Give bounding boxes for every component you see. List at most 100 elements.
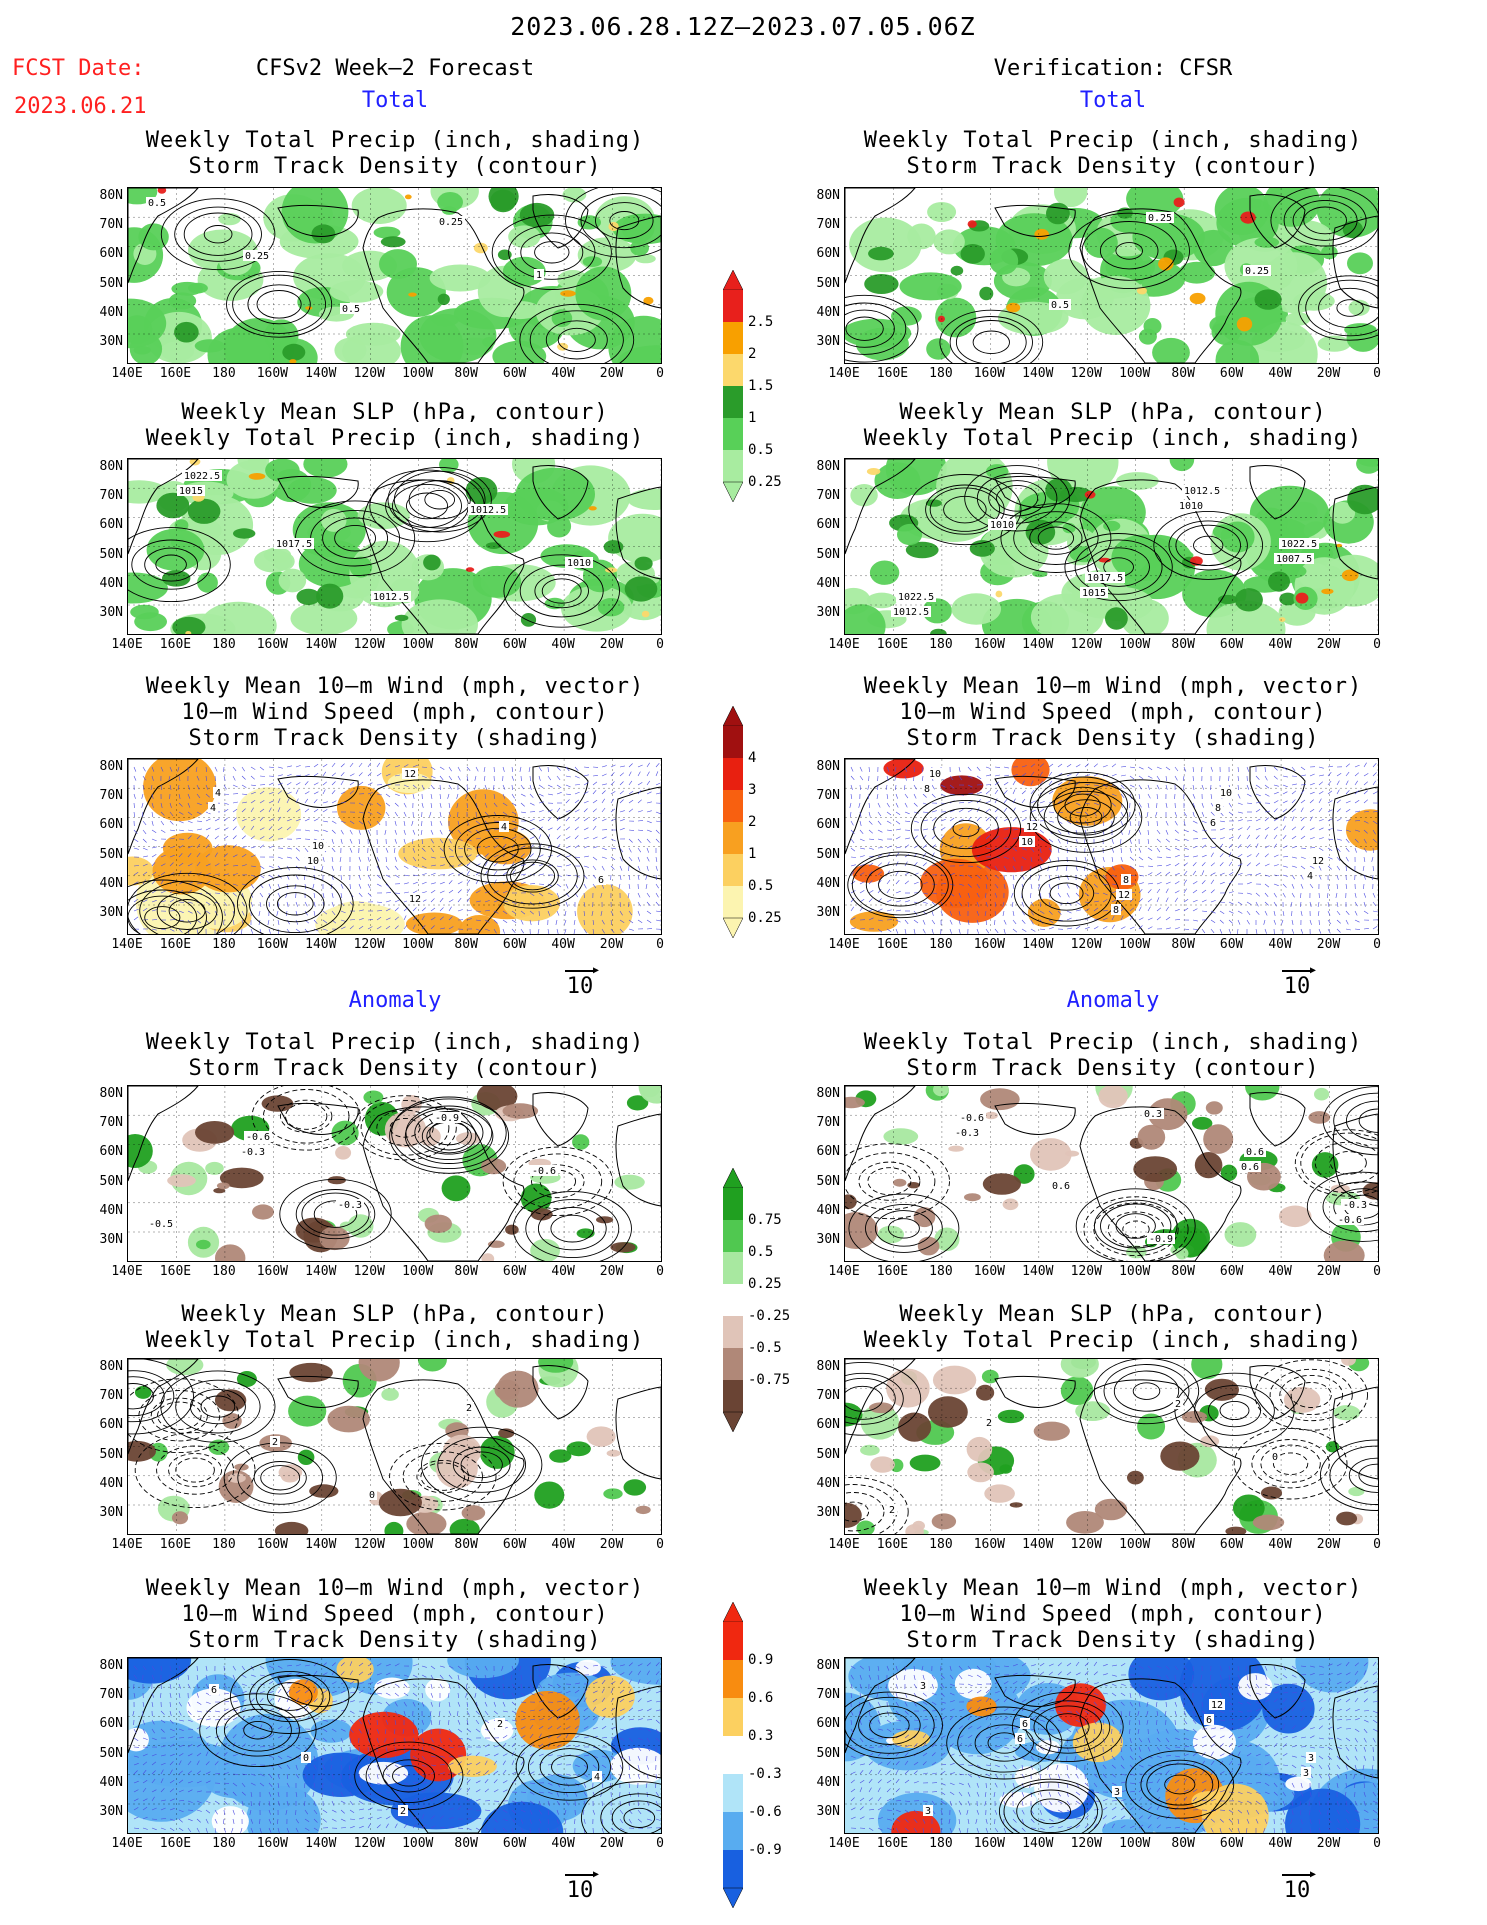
lon-label: 180	[929, 937, 953, 952]
colorbar-label: 0.5	[748, 442, 774, 458]
contour-label: 12	[404, 769, 416, 780]
lat-label: 70N	[99, 217, 123, 233]
lon-label: 40W	[1268, 1264, 1292, 1279]
contour-label: 0.25	[1148, 213, 1172, 224]
lon-label: 120W	[353, 366, 385, 381]
contour-label-bg	[1080, 587, 1108, 598]
lat-label: 50N	[816, 546, 840, 562]
contour-label: -0.5	[149, 1219, 173, 1230]
lon-label: 120W	[353, 1537, 385, 1552]
map-panel-p2r: 1015 1010 1007.5 1012.5 1010 1017.5 1012.5 1022…	[844, 458, 1379, 635]
left-anomaly-label: Anomaly	[348, 988, 442, 1013]
title-l4: Weekly Total Precip (inch, shading) Storm…	[145, 1030, 645, 1081]
contour-label: 0.6	[1241, 1162, 1259, 1173]
contour-label-bg	[918, 1680, 928, 1691]
lon-label: 160W	[256, 1836, 289, 1851]
contour-label: 4	[215, 788, 221, 799]
contour-label: 10	[929, 769, 941, 780]
lon-label: 0	[1373, 366, 1381, 381]
contour-label: 12	[1026, 822, 1038, 833]
contour-label-bg	[1116, 889, 1132, 900]
vector-reference-label: 10	[1283, 1878, 1311, 1903]
contour-label-bg	[530, 1165, 558, 1176]
contour-label-bg	[1182, 485, 1222, 496]
lon-label: 80W	[454, 1537, 478, 1552]
lon-label: 120W	[1070, 1537, 1102, 1552]
map-canvas-p2l: 1015 1017.5 1012.5 1012.5 1010 1022.5	[128, 459, 661, 634]
lat-label: 80N	[816, 1658, 840, 1673]
colorbar-label: 2	[748, 814, 757, 830]
colorbar-label: 4	[748, 750, 757, 766]
lat-label: 80N	[816, 459, 840, 474]
lon-label: 20W	[1316, 366, 1341, 381]
lon-label: 120W	[353, 1836, 385, 1851]
title-r6: Weekly Mean 10—m Wind (mph, vector) 10—m …	[863, 1576, 1363, 1653]
contour-label: 0.6	[1052, 1181, 1070, 1192]
contour-label: 4	[594, 1772, 600, 1783]
lon-label: 180	[212, 1264, 236, 1279]
contour-label: 0	[369, 1490, 375, 1501]
contour-label: 8	[1215, 803, 1221, 814]
contour-label: 10	[1220, 788, 1232, 799]
lat-label: 80N	[816, 759, 840, 774]
title-r5: Weekly Mean SLP (hPa, contour) Weekly Tot…	[863, 1302, 1363, 1353]
lat-label: 70N	[99, 1115, 123, 1131]
contour-label: 6	[1210, 818, 1216, 829]
lon-label: 80W	[1171, 637, 1195, 652]
contour-label-bg	[177, 485, 205, 496]
contour-label-bg	[1305, 870, 1315, 881]
lon-label: 140E	[111, 366, 143, 381]
lon-label: 140E	[111, 1537, 143, 1552]
contour-label: 1015	[1082, 588, 1106, 599]
lon-label: 140E	[111, 1264, 143, 1279]
lat-label: 70N	[816, 1115, 840, 1131]
contour-label: 6	[211, 1685, 217, 1696]
lon-label: 140W	[1022, 366, 1054, 381]
left-total-label: Total	[361, 88, 429, 113]
lat-label: 40N	[816, 1475, 840, 1491]
contour-label-bg	[433, 1112, 461, 1123]
contour-label-bg	[988, 519, 1016, 530]
contour-label-bg	[1310, 855, 1326, 866]
lon-label: 80W	[1171, 1836, 1195, 1851]
contour-label-bg	[270, 1436, 280, 1447]
map-panel-p6r: 6 3 3 6 3 12 3 3 6	[844, 1657, 1379, 1834]
lat-label: 30N	[99, 905, 123, 920]
lon-label: 60W	[1219, 937, 1244, 952]
contour-label-bg	[305, 855, 321, 866]
contour-label-bg	[1121, 874, 1131, 885]
lon-label: 40W	[551, 637, 575, 652]
colorbar-storm_total	[722, 705, 744, 942]
map-canvas-p6l: 0 2 2 4 6	[128, 1658, 661, 1833]
lon-label: 140W	[305, 937, 337, 952]
contour-label-bg	[208, 802, 218, 813]
lon-label: 40W	[551, 1264, 575, 1279]
contour-label: 0.3	[1144, 1109, 1162, 1120]
colorbar-label: 0.25	[748, 474, 782, 490]
lon-label: 140W	[1022, 1836, 1054, 1851]
lon-label: 160W	[256, 637, 289, 652]
lon-label: 160E	[876, 637, 909, 652]
lat-label: 40N	[99, 1475, 123, 1491]
lon-label: 180	[929, 366, 953, 381]
lon-label: 120W	[1070, 637, 1102, 652]
contour-label: 12	[409, 894, 421, 905]
lon-label: 0	[656, 1264, 664, 1279]
lat-label: 30N	[816, 605, 840, 620]
contour-label: 6	[1206, 1715, 1212, 1726]
map-panel-p1r: 0.5 0.25 0.25	[844, 187, 1379, 364]
vector-reference-label: 10	[566, 974, 594, 999]
contour-label-bg	[1147, 1233, 1175, 1244]
contour-label-bg	[596, 874, 606, 885]
lat-label: 60N	[816, 517, 840, 533]
lon-label: 160W	[973, 637, 1006, 652]
contour-label: 12	[1312, 856, 1324, 867]
colorbar-label: 1	[748, 846, 757, 862]
lat-label: 40N	[99, 1202, 123, 1218]
lat-label: 30N	[816, 905, 840, 920]
contour-label: 6	[598, 875, 604, 886]
lon-label: 100W	[1119, 637, 1151, 652]
map-canvas-p3l: 4 10 12 4 6 4 10 12	[128, 759, 661, 934]
colorbar-label: 2.5	[748, 314, 774, 330]
lon-label: 60W	[1219, 1264, 1244, 1279]
